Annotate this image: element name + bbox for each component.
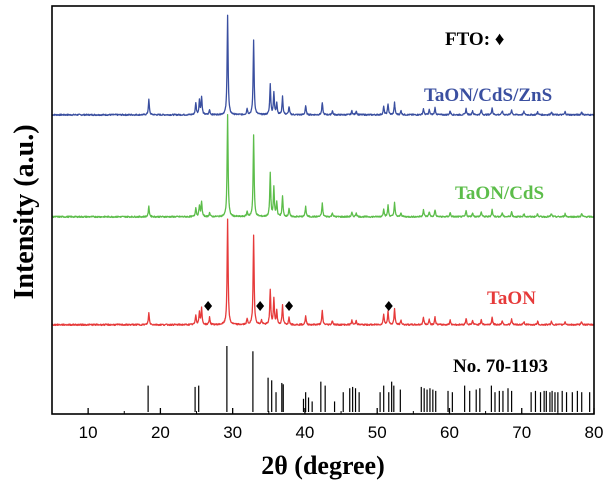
x-tick-label-50: 50	[368, 423, 387, 442]
fto-marker-1	[256, 301, 265, 311]
x-axis-title: 2θ (degree)	[261, 451, 385, 480]
reference-pattern	[147, 346, 591, 412]
series-label-taon-cds: TaON/CdS	[455, 183, 544, 204]
marker-legend: FTO: ♦	[445, 29, 505, 50]
series-group	[51, 14, 595, 327]
x-tick-label-40: 40	[295, 423, 314, 442]
fto-marker-group	[204, 301, 393, 311]
plot-frame	[51, 5, 595, 415]
reference-label: No. 70-1193	[453, 356, 548, 377]
fto-marker-2	[285, 301, 294, 311]
x-tick-label-60: 60	[440, 423, 459, 442]
x-tick-label-30: 30	[223, 423, 242, 442]
fto-marker-3	[384, 301, 393, 311]
fto-marker-0	[204, 301, 213, 311]
x-axis: 10 20 30 40 50 60 70 80	[51, 408, 604, 442]
series-line-1	[51, 114, 595, 219]
series-line-2	[51, 218, 595, 327]
series-line-0	[51, 14, 595, 117]
series-label-taon: TaON	[487, 288, 536, 309]
series-label-taon-cds-zns: TaON/CdS/ZnS	[424, 85, 552, 106]
x-tick-label-70: 70	[512, 423, 531, 442]
y-axis-title: Intensity (a.u.)	[9, 124, 40, 299]
x-tick-label-80: 80	[585, 423, 604, 442]
x-tick-label-10: 10	[79, 423, 98, 442]
x-tick-label-20: 20	[151, 423, 170, 442]
